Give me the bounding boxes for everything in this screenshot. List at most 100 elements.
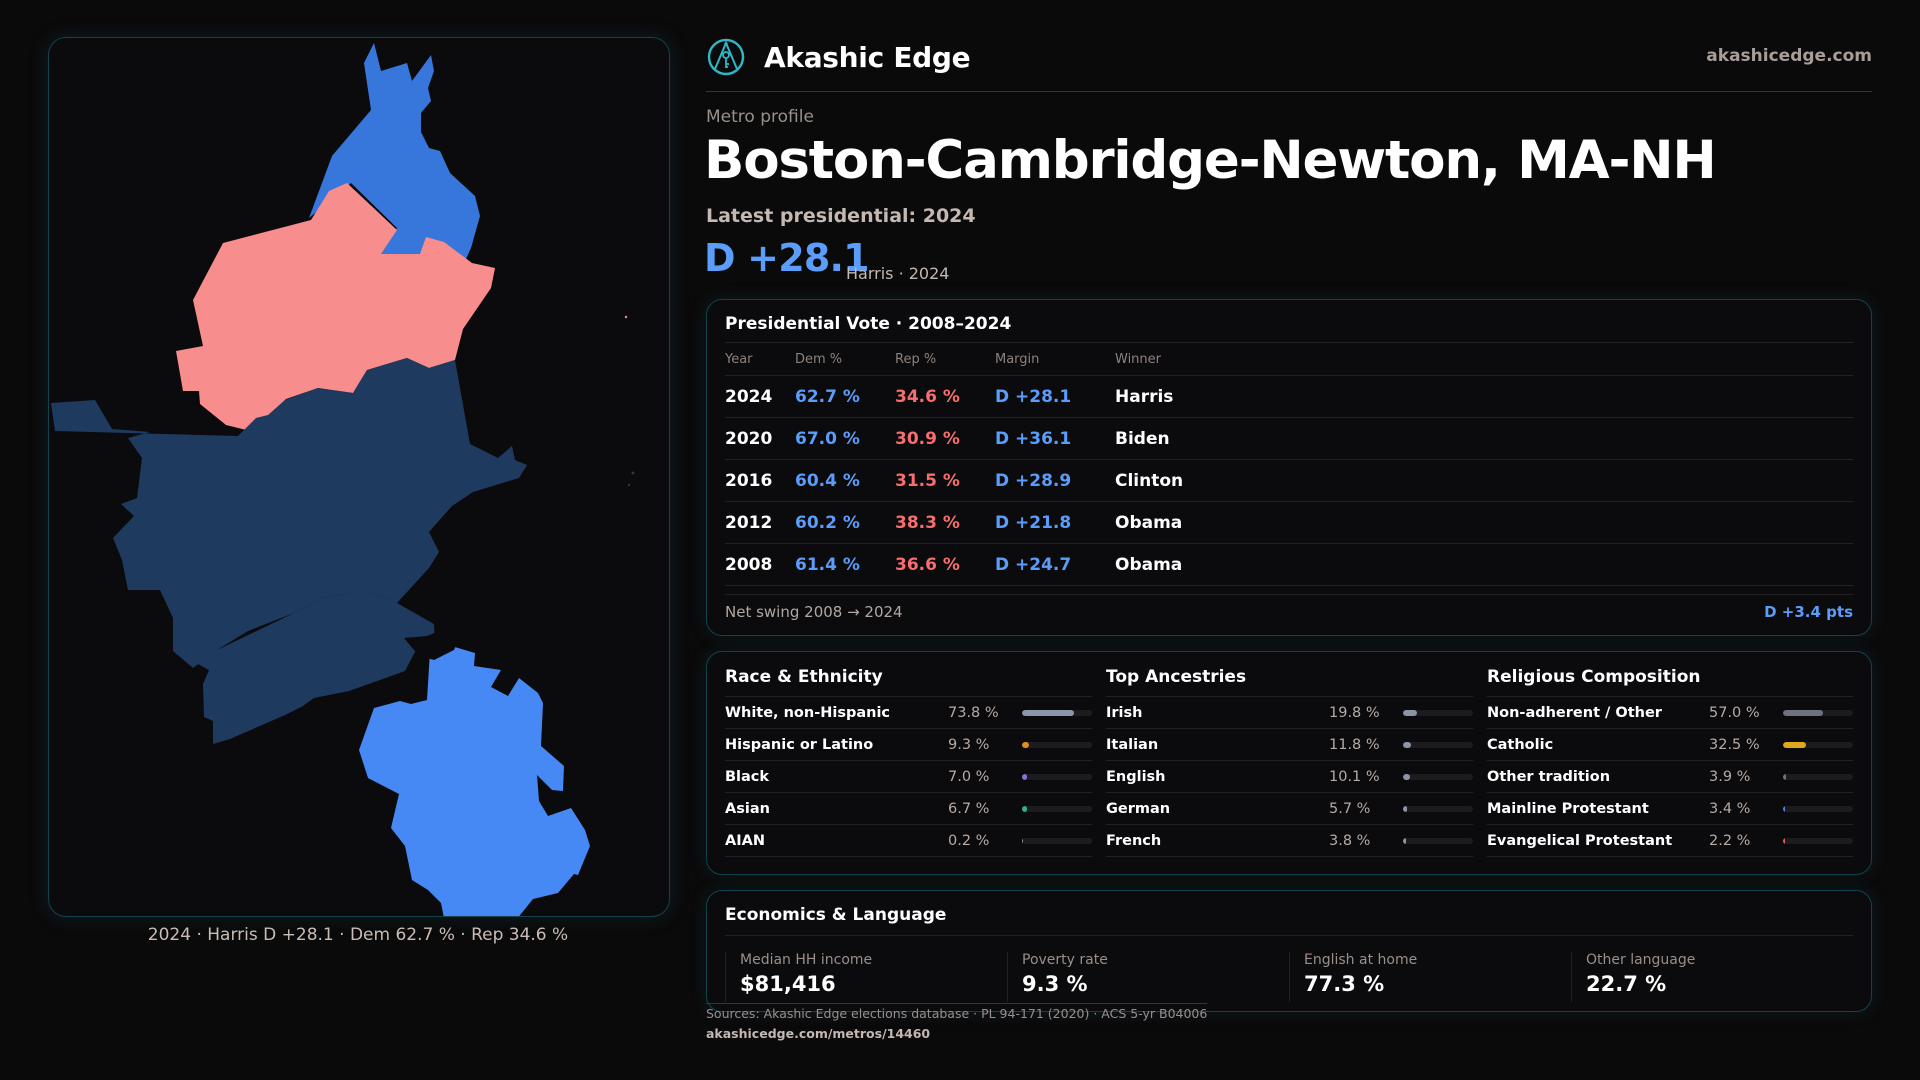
demo-bar-track xyxy=(1403,773,1473,780)
brand-name: Akashic Edge xyxy=(764,40,971,74)
cell-dem: 67.0 % xyxy=(795,417,895,460)
demo-value: 3.8 % xyxy=(1329,832,1371,849)
demo-section-title: Race & Ethnicity xyxy=(725,666,1092,697)
county-map-svg xyxy=(51,43,635,916)
cell-year: 2024 xyxy=(725,375,795,418)
stat-label: Median HH income xyxy=(740,952,873,968)
demo-bar-track xyxy=(1783,805,1853,812)
footer: Sources: Akashic Edge elections database… xyxy=(706,1003,1208,1041)
demo-label: Asian xyxy=(725,800,770,817)
demo-row: Hispanic or Latino 9.3 % xyxy=(725,729,1092,761)
demo-section-title: Top Ancestries xyxy=(1106,666,1473,697)
demo-section-title: Religious Composition xyxy=(1487,666,1853,697)
demo-label: Non-adherent / Other xyxy=(1487,704,1662,721)
demo-label: Other tradition xyxy=(1487,768,1611,785)
demo-bar-track xyxy=(1783,837,1853,844)
cell-winner: Obama xyxy=(1115,501,1853,544)
demo-bar-fill xyxy=(1783,773,1786,780)
col-rep: Rep % xyxy=(895,343,995,376)
county-rockingham[interactable] xyxy=(309,43,480,259)
compass-key-emblem-icon xyxy=(707,38,745,76)
demo-row: German 5.7 % xyxy=(1106,793,1473,825)
demo-label: French xyxy=(1106,832,1162,849)
demo-value: 11.8 % xyxy=(1329,736,1380,753)
cell-year: 2008 xyxy=(725,543,795,586)
demo-label: Catholic xyxy=(1487,736,1554,753)
cell-dem: 60.4 % xyxy=(795,459,895,502)
demo-bar-fill xyxy=(1403,805,1407,812)
demo-bar-track xyxy=(1783,709,1853,716)
demo-bar-fill xyxy=(1022,805,1027,812)
net-swing-value: D +3.4 pts xyxy=(1764,603,1853,621)
presidential-table: Year Dem % Rep % Margin Winner 2024 62.7… xyxy=(725,343,1853,586)
stat-value: 22.7 % xyxy=(1586,972,1667,996)
demo-value: 9.3 % xyxy=(948,736,990,753)
demo-bar-fill xyxy=(1022,709,1074,716)
demographics-card: Race & Ethnicity White, non-Hispanic 73.8 … xyxy=(706,651,1872,875)
county-middlesex-essex[interactable] xyxy=(51,358,527,668)
economics-title: Economics & Language xyxy=(725,903,1853,936)
page-title: Boston-Cambridge-Newton, MA-NH xyxy=(704,130,1717,191)
stat-label: English at home xyxy=(1304,952,1418,968)
brand[interactable]: Akashic Edge xyxy=(706,37,971,77)
cell-rep: 31.5 % xyxy=(895,459,995,502)
demo-value: 73.8 % xyxy=(948,704,999,721)
demo-value: 32.5 % xyxy=(1709,736,1760,753)
demo-value: 2.2 % xyxy=(1709,832,1751,849)
cell-winner: Obama xyxy=(1115,543,1853,586)
latest-margin-sub: Harris · 2024 xyxy=(846,264,950,283)
page-eyebrow: Metro profile xyxy=(706,107,814,127)
col-year: Year xyxy=(725,343,795,376)
cell-dem: 61.4 % xyxy=(795,543,895,586)
economics-stats: Median HH income $81,416 Poverty rate 9.… xyxy=(725,952,1853,1002)
demo-row: AIAN 0.2 % xyxy=(725,825,1092,857)
table-row: 2016 60.4 % 31.5 % D +28.9 Clinton xyxy=(725,459,1853,502)
demo-label: German xyxy=(1106,800,1171,817)
demo-row: French 3.8 % xyxy=(1106,825,1473,857)
demo-row: Mainline Protestant 3.4 % xyxy=(1487,793,1853,825)
county-strafford-hillsborough[interactable] xyxy=(176,183,495,436)
island-speck xyxy=(627,483,631,487)
col-winner: Winner xyxy=(1115,343,1853,376)
demo-section-race-ethnicity: Race & Ethnicity White, non-Hispanic 73.8 … xyxy=(725,666,1092,860)
stat-value: 9.3 % xyxy=(1022,972,1088,996)
cell-year: 2012 xyxy=(725,501,795,544)
demo-value: 3.9 % xyxy=(1709,768,1751,785)
county-plymouth[interactable] xyxy=(359,645,590,916)
demo-label: Italian xyxy=(1106,736,1159,753)
net-swing: Net swing 2008 → 2024 D +3.4 pts xyxy=(725,594,1853,621)
latest-label: Latest presidential: 2024 xyxy=(706,205,976,227)
cell-winner: Harris xyxy=(1115,375,1853,418)
demo-row: Non-adherent / Other 57.0 % xyxy=(1487,697,1853,729)
demo-row: Italian 11.8 % xyxy=(1106,729,1473,761)
demo-value: 6.7 % xyxy=(948,800,990,817)
latest-margin: D +28.1 xyxy=(704,236,870,280)
demo-row: English 10.1 % xyxy=(1106,761,1473,793)
demo-bar-fill xyxy=(1403,837,1406,844)
demo-value: 19.8 % xyxy=(1329,704,1380,721)
cell-winner: Clinton xyxy=(1115,459,1853,502)
county-norfolk-suffolk[interactable] xyxy=(173,593,435,744)
metro-map[interactable] xyxy=(48,37,670,917)
demo-bar-track xyxy=(1022,837,1092,844)
demo-bar-fill xyxy=(1403,741,1412,748)
footer-sources: Sources: Akashic Edge elections database… xyxy=(706,1006,1208,1021)
demo-row: Other tradition 3.9 % xyxy=(1487,761,1853,793)
demo-row: White, non-Hispanic 73.8 % xyxy=(725,697,1092,729)
demo-value: 0.2 % xyxy=(948,832,990,849)
cell-dem: 62.7 % xyxy=(795,375,895,418)
demo-bar-track xyxy=(1403,837,1473,844)
stat-median-income: Median HH income $81,416 xyxy=(725,952,1007,1002)
presidential-title: Presidential Vote · 2008–2024 xyxy=(725,314,1853,343)
demo-bar-track xyxy=(1022,773,1092,780)
col-margin: Margin xyxy=(995,343,1115,376)
demo-bar-fill xyxy=(1403,773,1411,780)
cell-rep: 34.6 % xyxy=(895,375,995,418)
site-link[interactable]: akashicedge.com xyxy=(1706,46,1872,66)
demo-row: Asian 6.7 % xyxy=(725,793,1092,825)
presidential-vote-card: Presidential Vote · 2008–2024 Year Dem %… xyxy=(706,299,1872,636)
footer-url[interactable]: akashicedge.com/metros/14460 xyxy=(706,1026,931,1041)
stat-label: Other language xyxy=(1586,952,1696,968)
table-row: 2024 62.7 % 34.6 % D +28.1 Harris xyxy=(725,375,1853,418)
demo-label: Hispanic or Latino xyxy=(725,736,874,753)
